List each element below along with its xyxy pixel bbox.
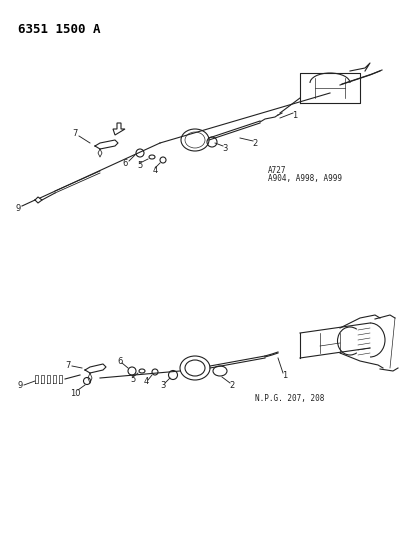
Text: 4: 4 xyxy=(152,166,157,174)
Text: 1: 1 xyxy=(292,110,297,119)
Text: 6: 6 xyxy=(122,158,127,167)
Text: 1: 1 xyxy=(282,370,287,379)
Text: 7: 7 xyxy=(72,128,77,138)
Text: 2: 2 xyxy=(229,381,234,390)
Text: 10: 10 xyxy=(70,389,80,398)
Text: 9: 9 xyxy=(16,204,20,213)
Text: 9: 9 xyxy=(17,381,22,390)
Text: 7: 7 xyxy=(65,360,70,369)
Text: 5: 5 xyxy=(137,160,142,169)
Text: A904, A998, A999: A904, A998, A999 xyxy=(267,174,341,182)
Text: 5: 5 xyxy=(130,375,135,384)
Text: 3: 3 xyxy=(222,143,227,152)
Text: A727: A727 xyxy=(267,166,286,174)
Text: N.P.G. 207, 208: N.P.G. 207, 208 xyxy=(254,393,324,402)
Text: 2: 2 xyxy=(252,139,257,148)
Text: 3: 3 xyxy=(160,381,165,390)
Text: 4: 4 xyxy=(143,377,148,386)
Text: 6351 1500 A: 6351 1500 A xyxy=(18,23,100,36)
Text: 6: 6 xyxy=(117,357,122,366)
